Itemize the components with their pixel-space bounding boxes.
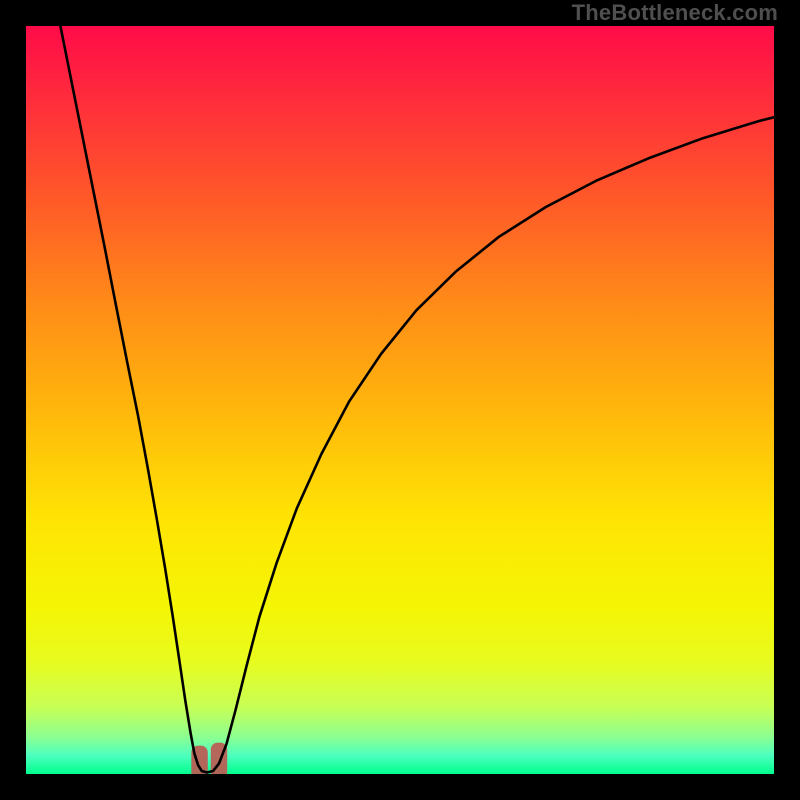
watermark-text: TheBottleneck.com [572, 0, 778, 26]
curve-layer [26, 26, 774, 774]
chart-stage: TheBottleneck.com [0, 0, 800, 800]
bottleneck-curve [60, 26, 774, 773]
plot-inner [26, 26, 774, 774]
plot-area [26, 26, 774, 774]
